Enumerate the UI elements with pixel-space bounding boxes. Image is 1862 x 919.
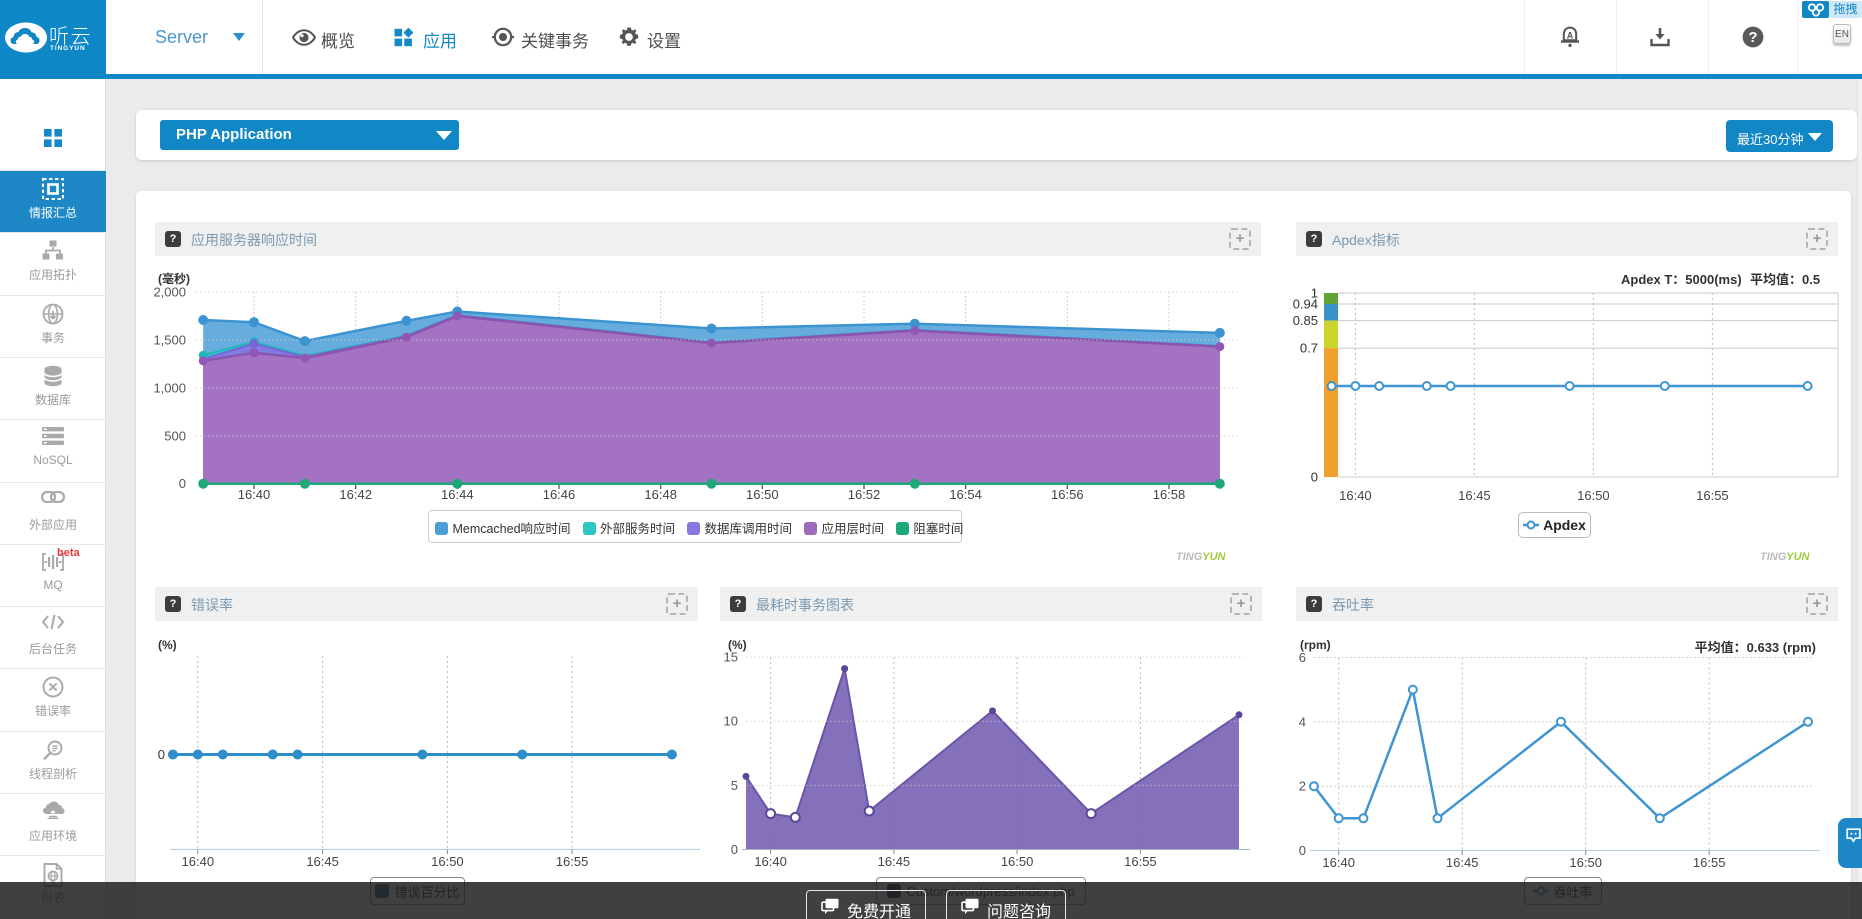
- svg-text:16:48: 16:48: [644, 487, 677, 502]
- svg-text:16:42: 16:42: [339, 487, 372, 502]
- svg-text:0: 0: [731, 842, 738, 857]
- svg-text:16:50: 16:50: [1569, 855, 1602, 870]
- svg-text:0.94: 0.94: [1293, 297, 1318, 312]
- svg-text:16:40: 16:40: [238, 487, 271, 502]
- svg-text:1,000: 1,000: [153, 380, 186, 395]
- svg-text:16:56: 16:56: [1051, 487, 1084, 502]
- svg-text:2,000: 2,000: [153, 285, 186, 300]
- svg-text:16:44: 16:44: [441, 487, 474, 502]
- svg-text:16:40: 16:40: [754, 854, 787, 869]
- svg-text:16:55: 16:55: [556, 854, 589, 869]
- svg-text:A: A: [1567, 30, 1574, 40]
- svg-text:0: 0: [1311, 470, 1318, 485]
- svg-text:16:55: 16:55: [1124, 854, 1157, 869]
- svg-text:16:54: 16:54: [949, 487, 982, 502]
- svg-text:16:46: 16:46: [543, 487, 576, 502]
- svg-text:16:55: 16:55: [1696, 488, 1729, 503]
- svg-text:16:45: 16:45: [878, 854, 911, 869]
- svg-text:16:45: 16:45: [1446, 855, 1479, 870]
- svg-text:16:52: 16:52: [848, 487, 881, 502]
- svg-text:16:50: 16:50: [1577, 488, 1610, 503]
- svg-text:0: 0: [158, 747, 165, 762]
- svg-text:5: 5: [731, 778, 738, 793]
- svg-text:4: 4: [1299, 714, 1306, 729]
- svg-text:6: 6: [1299, 650, 1306, 665]
- svg-text:16:50: 16:50: [431, 854, 464, 869]
- svg-text:?: ?: [1748, 29, 1757, 46]
- svg-text:0.7: 0.7: [1300, 341, 1318, 356]
- svg-text:0: 0: [1299, 843, 1306, 858]
- svg-text:2: 2: [1299, 779, 1306, 794]
- svg-text:0.85: 0.85: [1293, 313, 1318, 328]
- svg-text:15: 15: [724, 650, 738, 665]
- svg-text:16:50: 16:50: [1001, 854, 1034, 869]
- svg-text:500: 500: [164, 428, 186, 443]
- svg-text:0: 0: [179, 476, 186, 491]
- svg-text:16:40: 16:40: [1322, 855, 1355, 870]
- svg-text:10: 10: [724, 714, 738, 729]
- svg-text:16:45: 16:45: [306, 854, 339, 869]
- svg-text:1,500: 1,500: [153, 332, 186, 347]
- svg-text:16:40: 16:40: [1339, 488, 1372, 503]
- svg-text:16:58: 16:58: [1153, 487, 1186, 502]
- svg-text:16:55: 16:55: [1693, 855, 1726, 870]
- svg-text:16:40: 16:40: [182, 854, 215, 869]
- svg-text:1: 1: [1311, 286, 1318, 301]
- svg-text:16:45: 16:45: [1458, 488, 1491, 503]
- svg-text:16:50: 16:50: [746, 487, 779, 502]
